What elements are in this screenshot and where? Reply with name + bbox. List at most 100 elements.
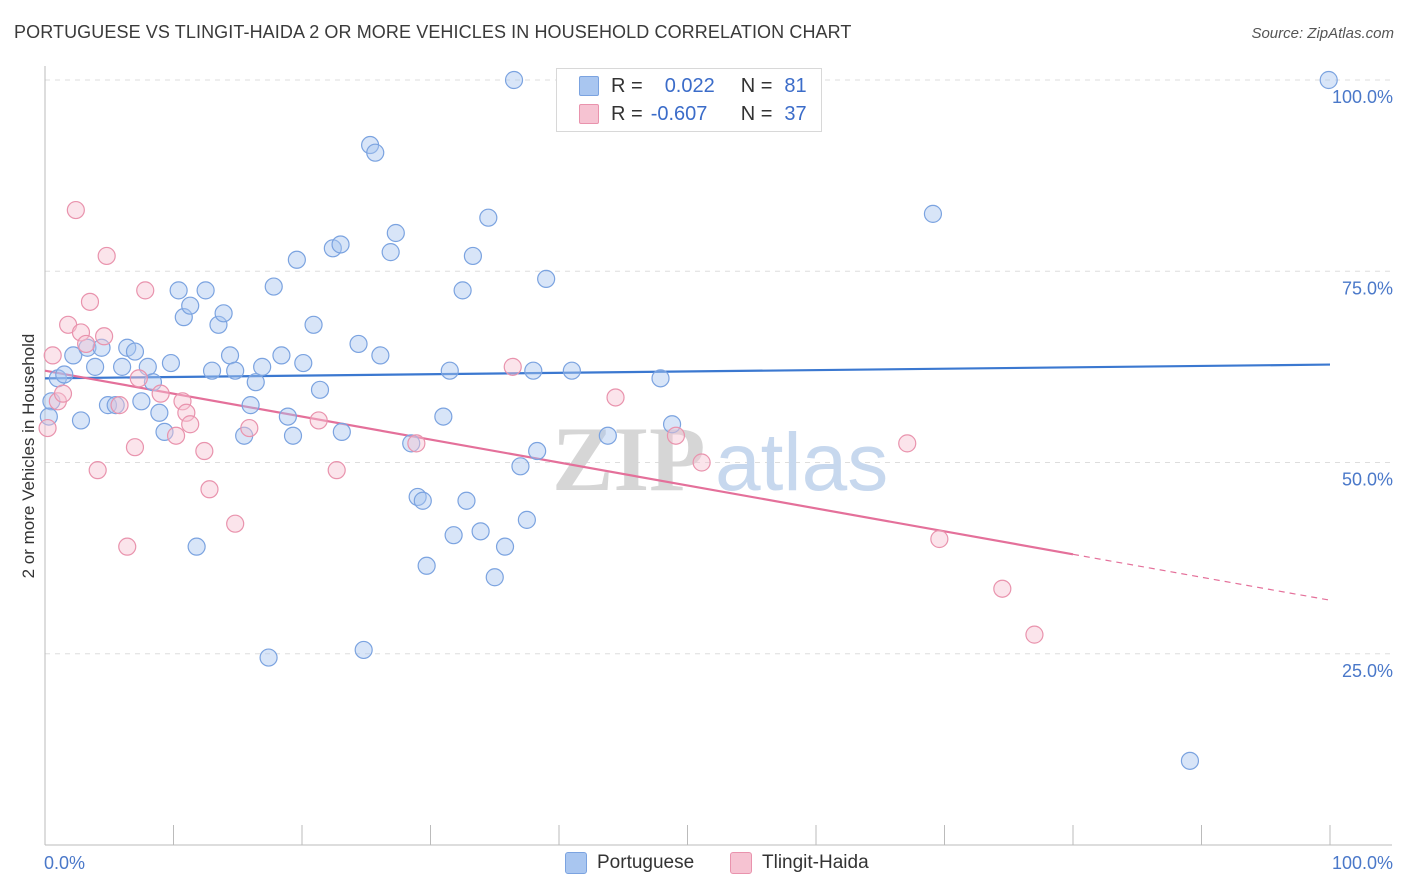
point-portuguese [92,338,111,357]
point-tlingit-haida [181,415,200,434]
point-portuguese [434,407,453,426]
series-legend: Portuguese Tlingit-Haida [0,852,1406,878]
legend-item-tlingit-haida: Tlingit-Haida [730,852,869,874]
point-portuguese [504,70,524,90]
source-label: Source: ZipAtlas.com [1251,25,1394,42]
point-portuguese [457,491,476,510]
point-portuguese [366,143,385,162]
tick-labels: 25.0% 50.0% 75.0% 100.0% 0.0% 100.0% [44,87,1393,873]
point-portuguese [562,361,581,380]
point-portuguese [132,392,151,411]
point-portuguese [495,537,515,556]
point-portuguese [517,510,536,529]
point-tlingit-haida [666,426,686,445]
point-tlingit-haida [606,388,625,407]
point-portuguese [651,369,670,388]
point-portuguese [155,422,174,441]
point-portuguese [453,281,472,300]
point-tlingit-haida [151,384,170,403]
point-tlingit-haida [43,346,62,365]
point-tlingit-haida [129,369,148,388]
point-portuguese [181,296,200,315]
point-portuguese [86,357,105,376]
point-portuguese [537,269,556,288]
point-tlingit-haida [993,579,1012,598]
legend-row-tlingit-haida: R = -0.607 N = 37 [579,102,807,126]
trend-lines [44,363,1331,601]
point-portuguese [923,204,943,223]
axes [44,66,1392,846]
point-portuguese [1319,70,1338,90]
point-portuguese [196,281,215,300]
x-tick-label: 100.0% [1332,853,1393,873]
point-tlingit-haida [309,411,328,430]
point-portuguese [253,357,272,376]
point-portuguese [485,568,504,587]
legend-swatch-tlingit-haida [579,104,599,124]
legend-n-value: 81 [784,74,807,97]
point-portuguese [71,411,91,430]
watermark-zip: ZIP [552,408,705,510]
point-portuguese [371,346,390,365]
legend-row-portuguese: R = 0.022 N = 81 [579,74,807,98]
point-portuguese [272,346,291,365]
point-tlingit-haida [240,418,259,438]
point-tlingit-haida [226,514,245,533]
point-portuguese [332,422,351,441]
point-portuguese [444,526,463,545]
point-tlingit-haida [97,246,116,266]
point-tlingit-haida [53,384,73,403]
point-tlingit-haida [80,292,100,311]
data-points [38,70,1338,770]
point-portuguese [511,457,530,476]
point-portuguese [381,243,400,262]
point-tlingit-haida [110,396,129,415]
legend-n-label: N = [740,102,773,125]
point-portuguese [106,396,125,415]
point-tlingit-haida [692,453,711,472]
point-portuguese [246,373,265,392]
point-tlingit-haida [71,323,91,342]
legend-n-label: N = [740,74,773,97]
point-portuguese [125,342,145,361]
point-tlingit-haida [173,392,192,411]
point-portuguese [264,277,283,296]
point-portuguese [354,640,373,660]
point-tlingit-haida [200,480,219,499]
y-tick-label: 75.0% [1342,278,1393,298]
point-tlingit-haida [88,461,107,480]
grid-lines [45,79,1392,655]
point-portuguese [440,361,459,380]
point-portuguese [1180,751,1200,770]
legend-r-value: 0.022 [664,74,715,97]
y-axis-label: 2 or more Vehicles in Household [19,334,38,579]
point-portuguese [413,491,432,510]
point-tlingit-haida [125,438,145,457]
point-portuguese [220,346,240,365]
point-portuguese [161,353,181,373]
point-portuguese [169,281,188,300]
point-portuguese [349,334,368,354]
point-portuguese [471,522,490,541]
point-tlingit-haida [407,434,426,453]
point-portuguese [524,361,543,380]
point-tlingit-haida [166,426,186,445]
point-tlingit-haida [95,327,114,346]
point-portuguese [55,365,74,384]
legend-n-value: 37 [784,102,807,125]
point-portuguese [598,426,617,445]
point-tlingit-haida [1025,625,1044,644]
point-tlingit-haida [77,334,96,354]
legend-r-label: R = [611,102,643,125]
point-portuguese [278,407,297,426]
point-tlingit-haida [66,200,85,220]
point-portuguese [64,346,83,365]
watermark-atlas: atlas [715,417,888,508]
point-portuguese [331,235,350,254]
point-portuguese [402,434,421,453]
legend-r-value: -0.607 [650,102,708,125]
point-portuguese [39,407,58,426]
trend-line-portuguese [44,363,1331,380]
point-tlingit-haida [118,537,137,556]
